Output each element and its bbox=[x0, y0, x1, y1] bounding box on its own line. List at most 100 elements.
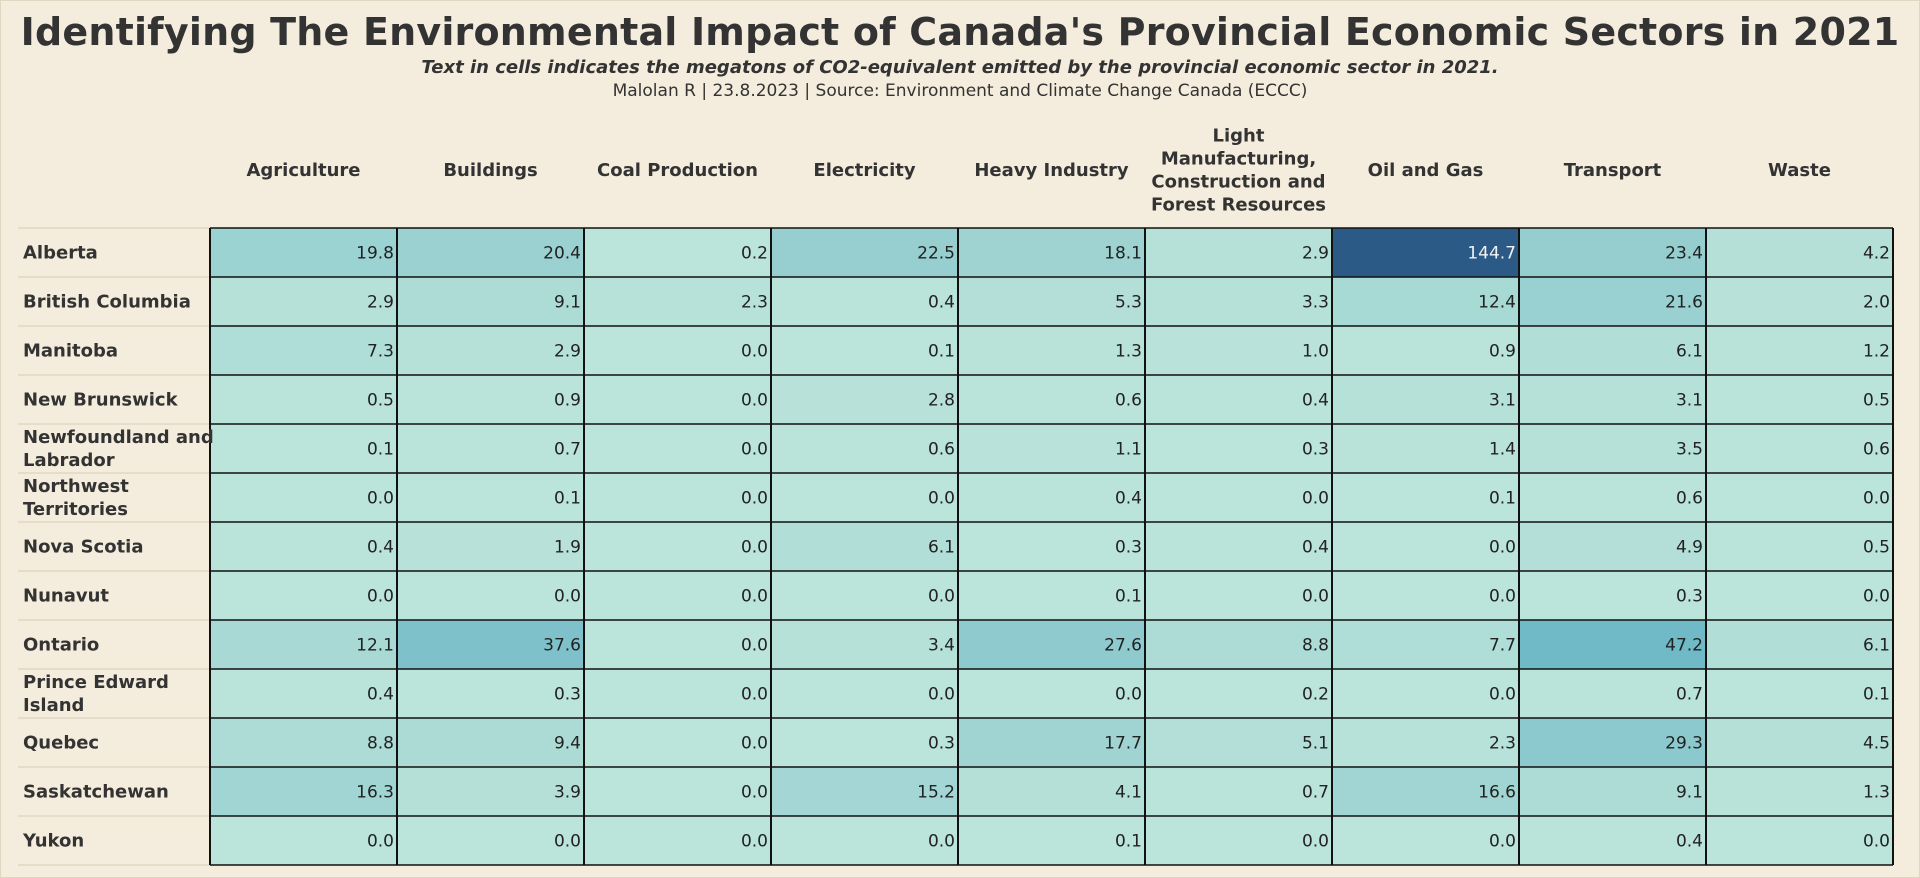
column-header: Waste bbox=[1768, 160, 1831, 181]
heatmap-cell bbox=[584, 473, 771, 522]
cell-value-label: 15.2 bbox=[917, 783, 955, 803]
cell-value-label: 0.5 bbox=[1863, 538, 1890, 558]
cell-value-label: 0.0 bbox=[741, 734, 768, 754]
heatmap-cell bbox=[1519, 326, 1706, 375]
cell-value-label: 9.1 bbox=[1676, 783, 1703, 803]
heatmap-cell bbox=[584, 669, 771, 718]
heatmap-cell bbox=[1145, 375, 1332, 424]
row-label: New Brunswick bbox=[23, 390, 179, 411]
heatmap-cell bbox=[1332, 326, 1519, 375]
cell-value-label: 0.4 bbox=[1115, 489, 1142, 509]
cell-value-label: 0.1 bbox=[1863, 685, 1890, 705]
heatmap-cell bbox=[1706, 326, 1893, 375]
heatmap-cell bbox=[771, 473, 958, 522]
heatmap-cell bbox=[584, 424, 771, 473]
cell-value-label: 3.1 bbox=[1489, 391, 1516, 411]
heatmap-cell bbox=[771, 669, 958, 718]
heatmap-cell bbox=[771, 816, 958, 865]
cell-value-label: 0.7 bbox=[1302, 783, 1329, 803]
heatmap-cell bbox=[210, 326, 397, 375]
cell-value-label: 0.0 bbox=[741, 342, 768, 362]
cell-value-label: 0.1 bbox=[1115, 832, 1142, 852]
heatmap-cell bbox=[771, 522, 958, 571]
cell-value-label: 4.9 bbox=[1676, 538, 1703, 558]
cell-value-label: 0.0 bbox=[741, 685, 768, 705]
cell-value-label: 8.8 bbox=[1302, 636, 1329, 656]
heatmap-cell bbox=[397, 522, 584, 571]
cell-value-label: 0.1 bbox=[367, 440, 394, 460]
cell-value-label: 0.6 bbox=[928, 440, 955, 460]
cell-value-label: 0.0 bbox=[1863, 832, 1890, 852]
row-label: Saskatchewan bbox=[23, 782, 169, 803]
cell-value-label: 2.9 bbox=[554, 342, 581, 362]
cell-value-label: 0.4 bbox=[367, 538, 394, 558]
cell-value-label: 0.9 bbox=[1489, 342, 1516, 362]
cell-value-label: 2.9 bbox=[1302, 244, 1329, 264]
column-header: Electricity bbox=[813, 160, 915, 181]
cell-value-label: 0.6 bbox=[1676, 489, 1703, 509]
cell-value-label: 16.6 bbox=[1478, 783, 1516, 803]
heatmap-cell bbox=[1519, 522, 1706, 571]
heatmap-cell bbox=[210, 228, 397, 277]
heatmap-cell bbox=[210, 424, 397, 473]
heatmap-cell bbox=[1332, 473, 1519, 522]
cell-value-label: 9.1 bbox=[554, 293, 581, 313]
heatmap-cell bbox=[1519, 767, 1706, 816]
cell-value-label: 0.0 bbox=[367, 832, 394, 852]
heatmap-cell bbox=[397, 767, 584, 816]
row-label: British Columbia bbox=[23, 292, 191, 313]
heatmap-cell bbox=[210, 620, 397, 669]
heatmap-cell bbox=[1145, 816, 1332, 865]
heatmap-cell bbox=[584, 326, 771, 375]
heatmap-cell bbox=[584, 375, 771, 424]
cell-value-label: 0.4 bbox=[1302, 538, 1329, 558]
cell-value-label: 0.0 bbox=[1489, 538, 1516, 558]
cell-value-label: 7.3 bbox=[367, 342, 394, 362]
cell-value-label: 0.6 bbox=[1115, 391, 1142, 411]
heatmap-cell bbox=[958, 424, 1145, 473]
cell-value-label: 0.3 bbox=[1302, 440, 1329, 460]
cell-value-label: 0.6 bbox=[1863, 440, 1890, 460]
cell-value-label: 0.0 bbox=[1489, 587, 1516, 607]
heatmap-cell bbox=[210, 522, 397, 571]
heatmap-cell bbox=[1145, 718, 1332, 767]
cell-value-label: 0.0 bbox=[741, 587, 768, 607]
heatmap-cell bbox=[1332, 277, 1519, 326]
cell-value-label: 4.2 bbox=[1863, 244, 1890, 264]
cell-value-label: 3.5 bbox=[1676, 440, 1703, 460]
heatmap-cell bbox=[1706, 669, 1893, 718]
cell-value-label: 1.4 bbox=[1489, 440, 1516, 460]
cell-value-label: 0.5 bbox=[367, 391, 394, 411]
cell-value-label: 5.3 bbox=[1115, 293, 1142, 313]
column-header: Heavy Industry bbox=[974, 160, 1129, 181]
row-labels: Alberta British Columbia Manitoba New Bruns… bbox=[22, 243, 214, 852]
heatmap-cell bbox=[397, 669, 584, 718]
heatmap-grid bbox=[209, 227, 1894, 866]
heatmap-cell bbox=[771, 424, 958, 473]
cell-value-label: 5.1 bbox=[1302, 734, 1329, 754]
heatmap-cell bbox=[1519, 277, 1706, 326]
chart-title: Identifying The Environmental Impact of … bbox=[20, 10, 1900, 54]
heatmap-cell bbox=[771, 326, 958, 375]
heatmap-cell bbox=[1145, 424, 1332, 473]
cell-value-label: 0.0 bbox=[1863, 587, 1890, 607]
cell-value-label: 47.2 bbox=[1665, 636, 1703, 656]
heatmap-cell bbox=[1706, 424, 1893, 473]
column-header: Agriculture bbox=[246, 160, 360, 181]
cell-value-label: 16.3 bbox=[356, 783, 394, 803]
heatmap-cell bbox=[1519, 424, 1706, 473]
heatmap-cell bbox=[1706, 718, 1893, 767]
heatmap-cell bbox=[958, 571, 1145, 620]
heatmap-cell bbox=[1519, 375, 1706, 424]
cell-value-label: 144.7 bbox=[1467, 244, 1516, 264]
heatmap-cell bbox=[958, 375, 1145, 424]
row-label: Quebec bbox=[23, 733, 99, 754]
cell-value-label: 29.3 bbox=[1665, 734, 1703, 754]
heatmap-cell bbox=[1332, 718, 1519, 767]
heatmap-cell bbox=[1145, 228, 1332, 277]
cell-value-label: 0.1 bbox=[554, 489, 581, 509]
heatmap-cells bbox=[210, 228, 1893, 865]
cell-value-label: 0.0 bbox=[741, 832, 768, 852]
heatmap-cell bbox=[1145, 767, 1332, 816]
